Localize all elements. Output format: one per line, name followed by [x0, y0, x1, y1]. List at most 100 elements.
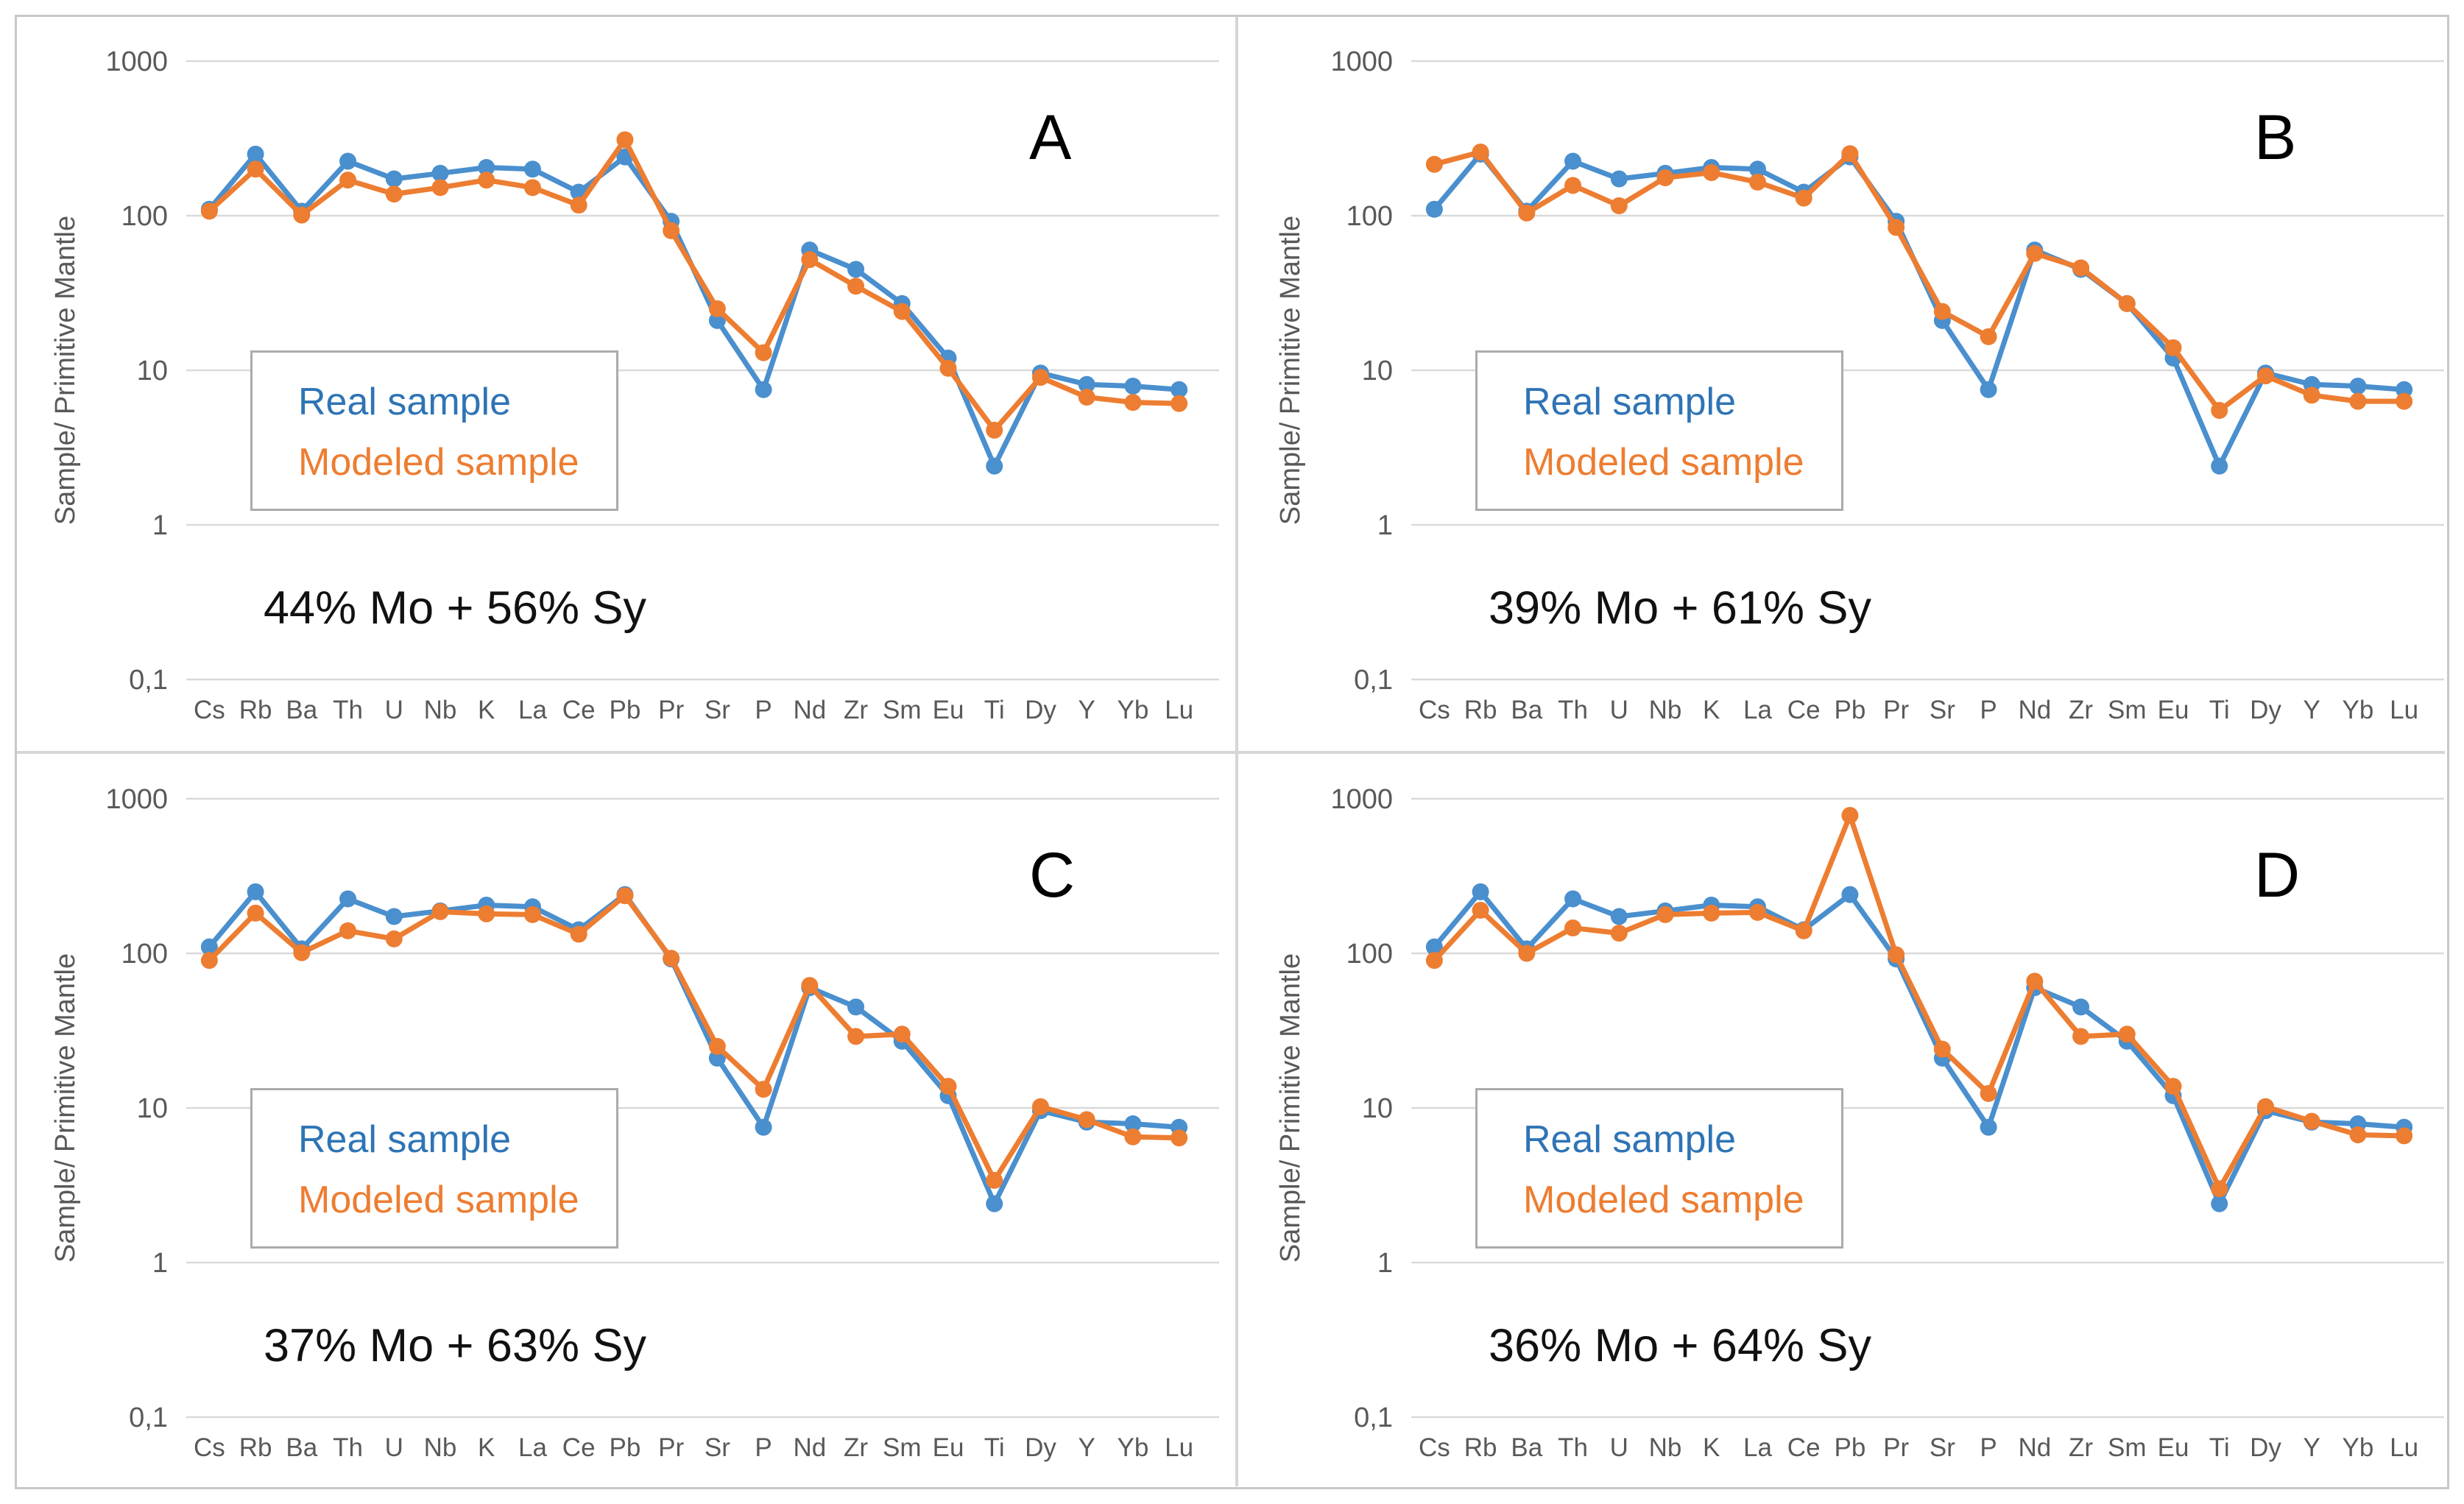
mixing-proportion-label: 37% Mo + 63% Sy [264, 1320, 647, 1371]
x-axis-label: Dy [2250, 696, 2281, 724]
series-modeled-marker [570, 197, 587, 214]
x-axis-label: U [1610, 696, 1628, 724]
x-axis-label: Lu [1165, 1433, 1193, 1462]
series-real-marker [1564, 152, 1582, 170]
series-modeled-marker [1472, 901, 1489, 919]
x-axis-label: Ce [562, 1433, 596, 1462]
series-modeled-marker [1656, 905, 1674, 923]
series-real-marker [1610, 908, 1628, 925]
series-modeled-marker [2072, 259, 2090, 277]
series-modeled-marker [708, 300, 726, 317]
panel-letter: B [2254, 102, 2297, 173]
x-axis-label: Zr [2069, 696, 2093, 724]
series-real-marker [1980, 381, 1997, 398]
series-real-marker [339, 890, 357, 908]
series-modeled-marker [847, 1028, 865, 1045]
series-modeled-marker [939, 359, 957, 377]
x-axis-label: Pb [1835, 1433, 1866, 1462]
x-axis-label: Sm [2108, 1433, 2147, 1462]
series-modeled-marker [1425, 952, 1443, 970]
y-tick-label: 0,1 [129, 665, 168, 696]
series-modeled-marker [2303, 386, 2320, 404]
spider-chart-svg-c: 1000 100 10 1 0,1 Sample/ Primitive Mantle Cs R… [50, 784, 1219, 1462]
series-real-line [206, 889, 1182, 1207]
legend-box: Real sample Modeled sample [1475, 350, 1843, 511]
x-axis-label: Cs [194, 1433, 225, 1462]
series-real-marker [1748, 160, 1766, 178]
series-modeled-marker [801, 977, 819, 995]
series-modeled-marker [1031, 1098, 1049, 1115]
series-real-marker [247, 145, 264, 163]
x-axis-label: Ce [562, 696, 596, 724]
x-axis-label: Nd [793, 696, 826, 724]
x-axis-label: Nb [1649, 696, 1682, 724]
x-axis-label: Ce [1787, 1433, 1821, 1462]
series-modeled-marker [339, 922, 357, 939]
series-modeled-marker [801, 251, 819, 269]
panel-divider-horizontal [16, 751, 2445, 754]
series-modeled-marker [2396, 1127, 2413, 1145]
x-axis-label: Pb [610, 696, 641, 724]
series-modeled-marker [1980, 328, 1997, 345]
series-real-marker [339, 152, 357, 170]
legend-entry-modeled-sample: Modeled sample [298, 441, 579, 484]
x-axis-label: P [1980, 696, 1997, 724]
x-axis-label: La [518, 1433, 547, 1462]
series-real-marker [1124, 1115, 1142, 1132]
x-axis-label: Y [2304, 1433, 2320, 1462]
series-modeled-marker [1795, 922, 1812, 939]
x-axis-label: Pr [658, 1433, 684, 1462]
x-axis-label: Nd [2018, 696, 2051, 724]
series-real-marker [385, 908, 403, 925]
series-modeled-marker [1703, 904, 1720, 922]
series-modeled-marker [1124, 394, 1142, 412]
x-axis-label: Ti [2209, 1433, 2230, 1462]
series-modeled-marker [1078, 1111, 1095, 1129]
series-modeled-line [206, 137, 1182, 433]
series-modeled-marker [1748, 173, 1766, 191]
spider-chart-svg-b: 1000 100 10 1 0,1 Sample/ Primitive Mantle Cs R… [1275, 46, 2444, 724]
x-axis-label: Zr [2069, 1433, 2093, 1462]
x-axis-label: Ba [286, 1433, 317, 1462]
x-axis-label: Y [1079, 696, 1095, 724]
x-axis-label: Th [1558, 1433, 1588, 1462]
legend-box: Real sample Modeled sample [250, 1088, 618, 1249]
x-axis-label: La [518, 696, 547, 724]
x-axis-label: Nb [1649, 1433, 1682, 1462]
mixing-proportion-label: 44% Mo + 56% Sy [264, 582, 647, 634]
series-real-marker [1980, 1118, 1997, 1136]
x-axis-label: La [1743, 1433, 1772, 1462]
x-axis-label: P [1980, 1433, 1997, 1462]
y-tick-label: 10 [1362, 1093, 1393, 1124]
series-modeled-marker [1933, 303, 1951, 320]
x-axis-label: Pb [610, 1433, 641, 1462]
y-tick-label: 10 [137, 356, 168, 386]
x-axis-label: Nd [793, 1433, 826, 1462]
series-modeled-marker [247, 160, 264, 178]
series-real-marker [986, 457, 1003, 475]
x-axis-label: Yb [1118, 696, 1149, 724]
series-modeled-marker [2349, 1126, 2367, 1144]
series-modeled-marker [1425, 155, 1443, 173]
x-axis-label: Sm [883, 696, 922, 724]
series-modeled-marker [2164, 339, 2182, 356]
x-axis-label: Yb [1118, 1433, 1149, 1462]
series-real-marker [847, 998, 865, 1016]
series-modeled-marker [847, 278, 865, 295]
panel-b: 1000 100 10 1 0,1 Sample/ Primitive Mantle Cs R… [1246, 21, 2446, 749]
legend-entry-real-sample: Real sample [1523, 1118, 1737, 1161]
series-real-marker [1171, 381, 1188, 398]
series-real-marker [1425, 938, 1443, 956]
x-axis-label: K [1703, 696, 1720, 724]
series-modeled-marker [523, 179, 541, 197]
x-axis-label: U [1610, 1433, 1628, 1462]
y-tick-label: 1000 [1330, 46, 1393, 77]
y-tick-label: 0,1 [1354, 1402, 1393, 1433]
series-modeled-marker [986, 421, 1003, 439]
series-real-marker [1841, 886, 1859, 903]
series-real-marker [431, 164, 449, 182]
y-tick-label: 1000 [1330, 784, 1393, 815]
series-modeled-marker [893, 1025, 911, 1043]
series-modeled-marker [293, 206, 311, 224]
series-modeled-marker [1656, 169, 1674, 186]
